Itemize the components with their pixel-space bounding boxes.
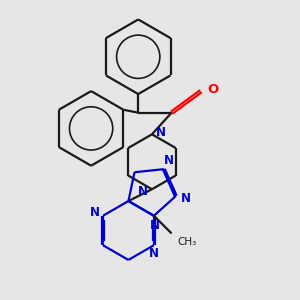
Text: N: N <box>164 154 174 167</box>
Text: N: N <box>149 247 159 260</box>
Text: N: N <box>150 219 160 232</box>
Text: N: N <box>156 126 166 139</box>
Text: N: N <box>138 185 148 198</box>
Text: N: N <box>180 192 190 205</box>
Text: CH₃: CH₃ <box>178 237 197 248</box>
Text: N: N <box>90 206 100 219</box>
Text: O: O <box>207 82 218 96</box>
